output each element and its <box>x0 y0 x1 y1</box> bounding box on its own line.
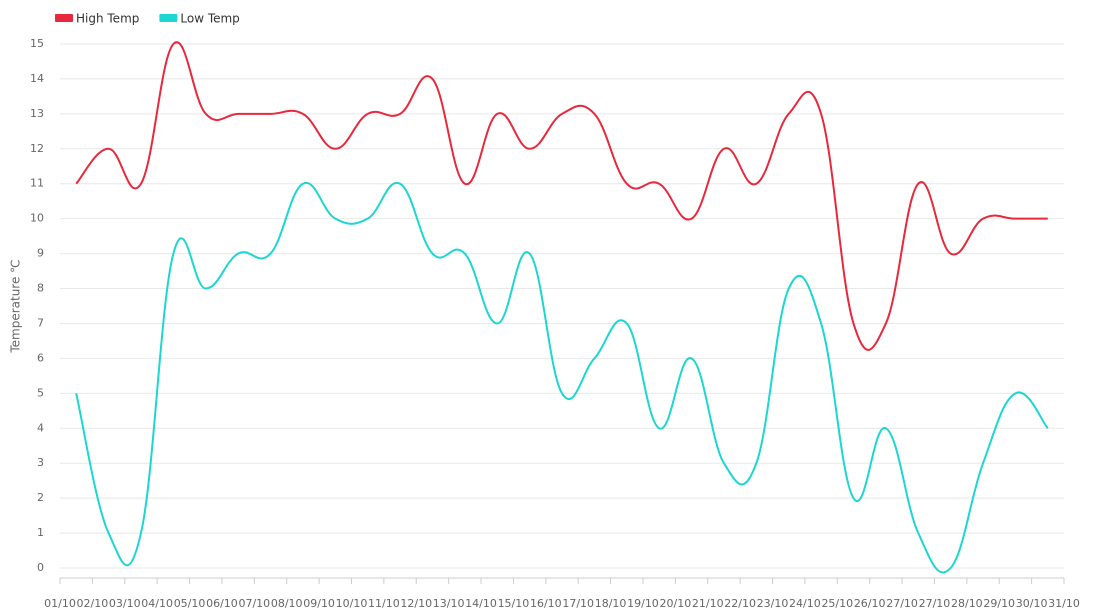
y-tick-label: 6 <box>37 351 44 364</box>
x-tick-label: 02/10 <box>77 597 109 610</box>
x-tick-label: 13/10 <box>433 597 465 610</box>
legend-swatch <box>55 14 73 22</box>
y-tick-label: 14 <box>30 72 44 85</box>
y-axis-label: Temperature ℃ <box>9 259 23 353</box>
x-tick-label: 14/10 <box>465 597 497 610</box>
y-tick-label: 2 <box>37 491 44 504</box>
x-tick-label: 21/10 <box>692 597 724 610</box>
x-tick-label: 24/10 <box>789 597 821 610</box>
y-tick-label: 8 <box>37 282 44 295</box>
y-tick-label: 12 <box>30 142 44 155</box>
y-tick-label: 4 <box>37 421 44 434</box>
x-tick-label: 08/10 <box>271 597 303 610</box>
legend-swatch <box>159 14 178 22</box>
legend-label: Low Temp <box>180 12 239 26</box>
x-tick-label: 19/10 <box>627 597 659 610</box>
x-tick-label: 04/10 <box>141 597 173 610</box>
x-tick-label: 05/10 <box>174 597 206 610</box>
x-tick-label: 18/10 <box>595 597 627 610</box>
x-tick-label: 06/10 <box>206 597 238 610</box>
x-tick-label: 07/10 <box>238 597 270 610</box>
y-tick-label: 1 <box>37 526 44 539</box>
line-series <box>75 181 1049 574</box>
x-tick-label: 22/10 <box>724 597 756 610</box>
x-tick-label: 25/10 <box>821 597 853 610</box>
x-tick-label: 11/10 <box>368 597 400 610</box>
y-tick-label: 10 <box>30 212 44 225</box>
y-tick-label: 13 <box>30 107 44 120</box>
x-tick-label: 27/10 <box>886 597 918 610</box>
x-tick-label: 27/10 <box>919 597 951 610</box>
y-tick-label: 0 <box>37 561 44 574</box>
y-tick-label: 3 <box>37 456 44 469</box>
x-tick-label: 09/10 <box>303 597 335 610</box>
x-tick-label: 28/10 <box>951 597 983 610</box>
x-tick-label: 31/10 <box>1048 597 1080 610</box>
x-tick-label: 03/10 <box>109 597 141 610</box>
y-tick-label: 11 <box>30 177 44 190</box>
x-tick-label: 20/10 <box>660 597 692 610</box>
x-tick-label: 17/10 <box>562 597 594 610</box>
x-tick-label: 30/10 <box>1016 597 1048 610</box>
y-tick-label: 7 <box>37 316 44 329</box>
x-tick-label: 10/10 <box>336 597 368 610</box>
legend-label: High Temp <box>76 12 139 26</box>
y-tick-label: 9 <box>37 247 44 260</box>
x-tick-label: 16/10 <box>530 597 562 610</box>
x-tick-label: 12/10 <box>400 597 432 610</box>
y-tick-label: 5 <box>37 386 44 399</box>
x-tick-label: 29/10 <box>983 597 1015 610</box>
line-series <box>75 41 1048 351</box>
x-tick-label: 01/10 <box>44 597 76 610</box>
x-tick-label: 26/10 <box>854 597 886 610</box>
x-tick-label: 15/10 <box>498 597 530 610</box>
y-tick-label: 15 <box>30 37 44 50</box>
x-tick-label: 23/10 <box>757 597 789 610</box>
